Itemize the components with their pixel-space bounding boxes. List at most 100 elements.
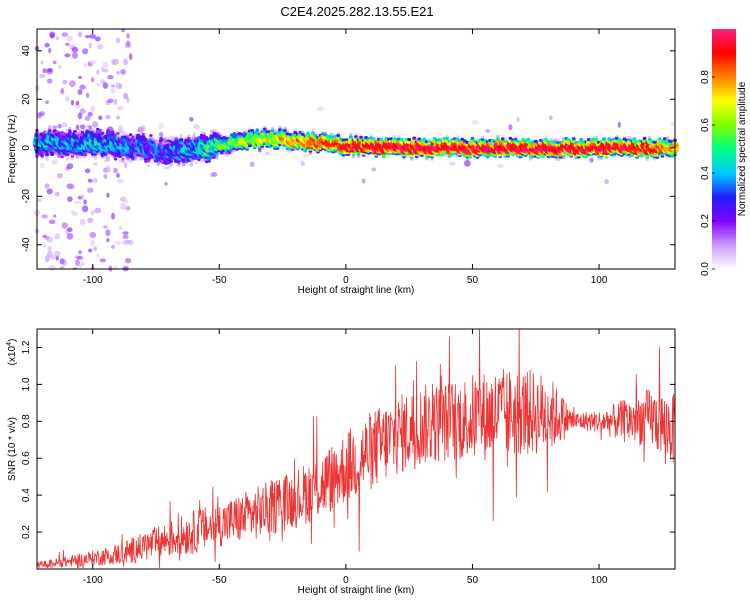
spectrogram-noise-cell (82, 205, 89, 213)
snr-x-tick-label: 50 (467, 575, 479, 586)
spectrogram-cell (121, 131, 125, 134)
spectrogram-cell (544, 135, 548, 139)
spectrogram-cell (40, 157, 44, 160)
spectrogram-noise-cell (69, 80, 76, 87)
snr-x-tick-label: -50 (212, 575, 227, 586)
spectrogram-noise-cell (105, 229, 111, 237)
spectrogram-noise-cell (79, 84, 86, 90)
spectrogram-cell (217, 134, 222, 138)
spectrogram-cell (93, 154, 97, 158)
spectrogram-noise-cell (103, 173, 108, 179)
spectrogram-noise-cell (84, 35, 91, 39)
spectrogram-noise-cell (119, 203, 127, 211)
spectrogram-noise-cell (87, 178, 93, 183)
spectrogram-cell (48, 127, 52, 130)
spectrogram-noise-cell (118, 124, 123, 131)
spectrogram-noise-cell (118, 225, 123, 230)
colorbar-gradient (712, 29, 736, 269)
spectrogram-noise-cell (88, 125, 93, 130)
spectrogram-cell (204, 136, 209, 139)
spectrogram-cell (210, 156, 214, 160)
spectrogram-noise-cell (107, 75, 114, 80)
spectrogram-noise-cell (124, 162, 128, 169)
spectrogram-noise-cell (589, 157, 594, 163)
spectrogram-cell (422, 137, 427, 141)
spectrogram-noise-cell (113, 167, 118, 174)
spectrogram-noise-cell (113, 98, 118, 105)
spectrogram-cell (399, 137, 404, 141)
spectrogram-cell (134, 158, 138, 161)
spectrogram-cell (402, 157, 406, 161)
spectrogram-cell (75, 156, 80, 159)
spectrogram-noise-cell (62, 259, 67, 266)
spectrogram-noise-cell (112, 58, 119, 65)
spectrogram-cell (349, 133, 353, 136)
spectrogram-noise-cell (106, 192, 110, 198)
spectrogram-noise-cell (92, 162, 98, 166)
spectrogram-cell (336, 131, 340, 135)
spectrogram-cell (579, 137, 584, 142)
snr-x-ticks: -100 -50 0 50 100 (83, 329, 608, 586)
snr-background (37, 329, 675, 569)
spectrogram-noise-cell (88, 42, 92, 49)
spectrogram-cell (220, 134, 224, 138)
spectrogram-noise-cell (66, 233, 74, 240)
spectrogram-cell (88, 128, 92, 132)
spectrogram-cell (427, 137, 432, 141)
spectrogram-y-tick-label: 40 (21, 45, 32, 57)
spectrogram-cell (121, 157, 125, 161)
spectrogram-noise-cell (67, 196, 73, 203)
spectrogram-noise-cell (47, 246, 52, 252)
spectrogram-cell (351, 155, 356, 159)
spectrogram-cell (356, 155, 361, 159)
spectrogram-cell (445, 136, 449, 141)
spectrogram-noise-cell (111, 244, 115, 249)
spectrogram-noise-cell (77, 31, 83, 38)
spectrogram-noise-cell (70, 99, 75, 106)
spectrogram-y-tick-label: -40 (21, 237, 32, 252)
spectrogram-x-tick-label: 100 (591, 275, 608, 286)
spectrogram-noise-cell (48, 219, 56, 225)
spectrogram-cell (212, 156, 216, 159)
spectrogram-cell (561, 156, 566, 160)
spectrogram-noise-cell (449, 161, 456, 166)
spectrogram-noise-cell (72, 52, 78, 59)
spectrogram-cell (273, 129, 277, 133)
colorbar-tick-label: 0.8 (700, 70, 711, 84)
spectrogram-cell (665, 136, 670, 140)
spectrogram-noise-cell (164, 182, 168, 186)
spectrogram-cell (470, 136, 475, 140)
spectrogram-y-ticks: -40 -20 0 20 40 (21, 45, 675, 252)
spectrogram-cell (556, 158, 561, 162)
spectrogram-cell (189, 161, 194, 165)
spectrogram-noise-cell (123, 58, 128, 66)
spectrogram-noise-cell (116, 70, 120, 75)
spectrogram-noise-cell (46, 236, 53, 243)
spectrogram-noise-cell (54, 250, 61, 257)
spectrogram-noise-cell (95, 83, 101, 87)
spectrogram-noise-cell (87, 217, 94, 223)
spectrogram-noise-cell (317, 106, 324, 112)
colorbar-tick-label: 0.2 (700, 214, 711, 228)
spectrogram-noise-cell (79, 124, 86, 130)
spectrogram-noise-cell (302, 154, 309, 158)
snr-y-tick-label: 0.6 (21, 451, 32, 465)
spectrogram-cell (311, 131, 315, 135)
spectrogram-cell (544, 137, 548, 141)
spectrogram-noise-cell (40, 162, 45, 169)
spectrogram-cells (32, 28, 680, 272)
spectrogram-cell (101, 131, 105, 135)
spectrogram-noise-cell (48, 264, 56, 272)
spectrogram-noise-cell (111, 212, 115, 220)
spectrogram-noise-cell (127, 239, 134, 246)
spectrogram-cell (529, 157, 533, 161)
spectrogram-cell (70, 157, 75, 161)
spectrogram-noise-cell (75, 124, 80, 130)
spectrogram-cell (354, 132, 358, 136)
spectrogram-cell (336, 133, 341, 137)
spectrogram-noise-cell (44, 42, 50, 48)
spectrogram-noise-cell (617, 121, 621, 128)
spectrogram-cell (250, 128, 255, 133)
spectrogram-noise-cell (89, 59, 97, 65)
spectrogram-cell (442, 154, 447, 157)
